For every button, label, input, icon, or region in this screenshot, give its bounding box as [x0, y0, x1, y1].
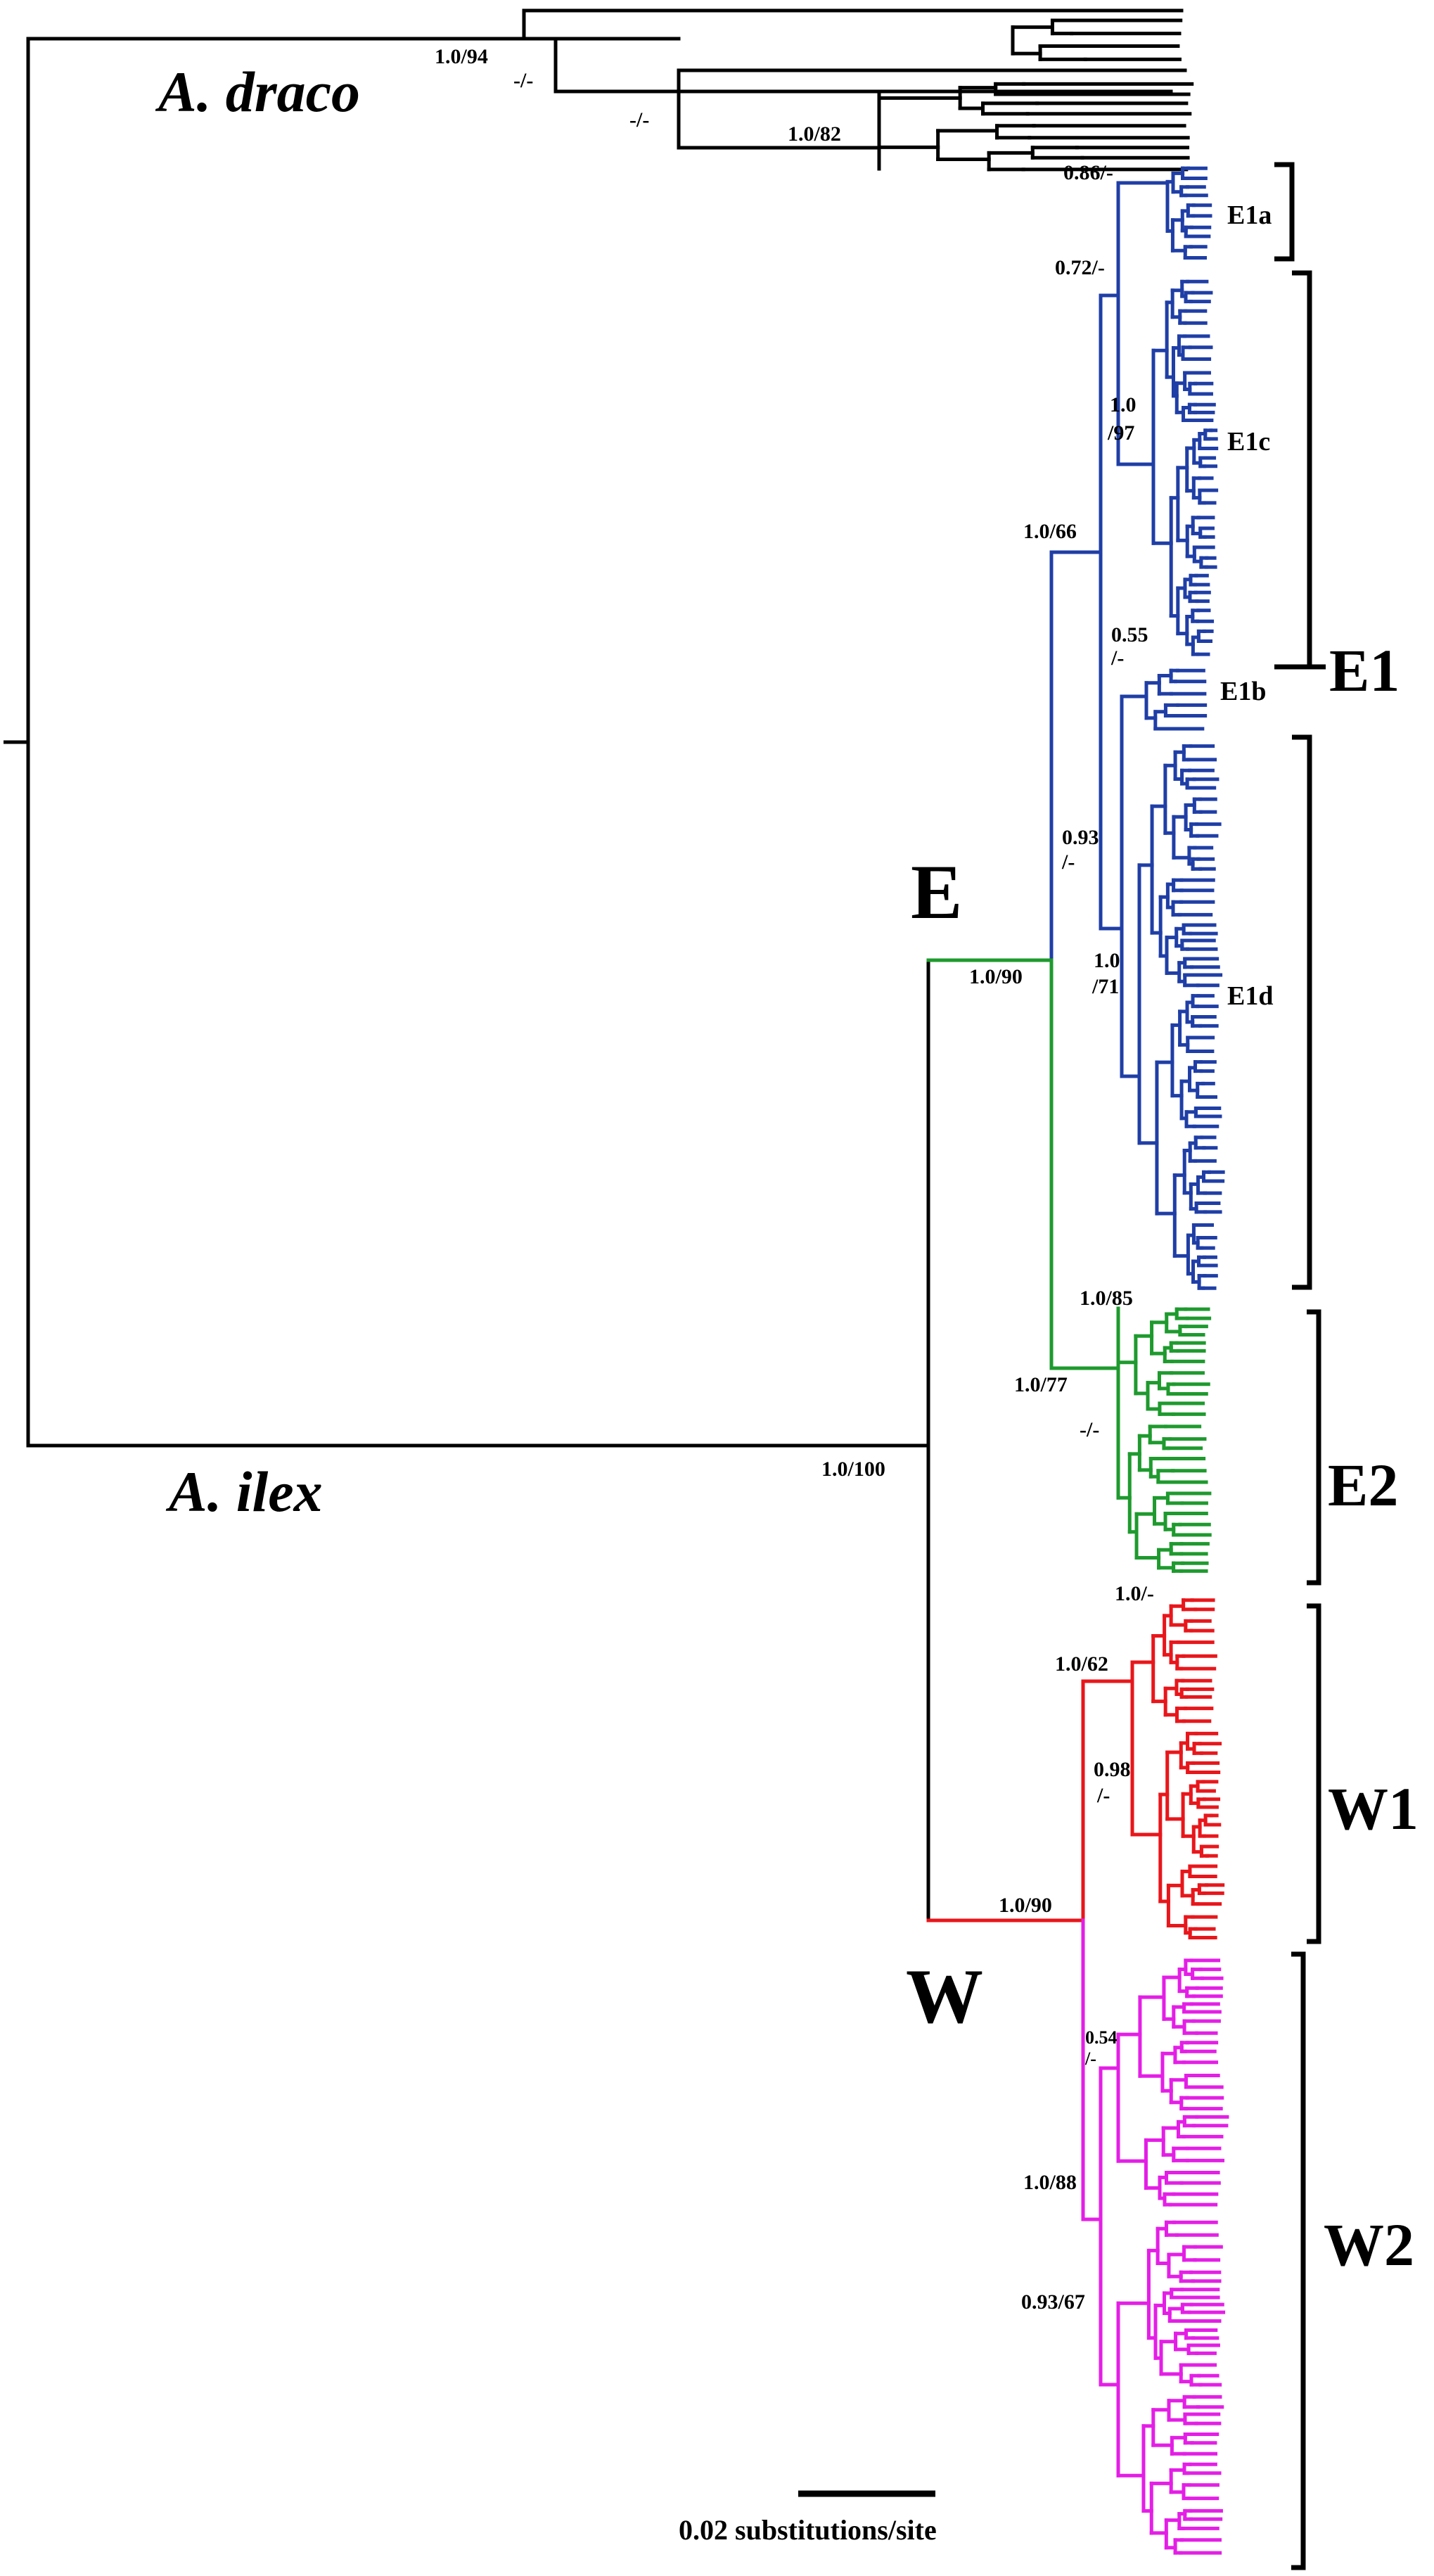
support-label: 1.0/66: [1023, 520, 1077, 543]
support-label: 1.0: [1094, 949, 1120, 972]
bracket-e2: [1307, 1309, 1321, 1586]
support-label: /-: [1110, 646, 1124, 670]
bracket-w2: [1291, 1951, 1306, 2570]
support-label: 0.54: [1085, 2027, 1118, 2048]
group-label-w2: W2: [1324, 2211, 1414, 2278]
support-label: 1.0/88: [1023, 2171, 1077, 2194]
subgroup-label-e1b: E1b: [1220, 677, 1266, 706]
support-label: 1.0/77: [1014, 1373, 1068, 1396]
support-label: 1.0/82: [788, 122, 841, 146]
support-label: 1.0/62: [1055, 1652, 1108, 1676]
support-label: 1.0/100: [821, 1458, 885, 1481]
subgroup-label-e1c: E1c: [1227, 427, 1270, 457]
support-label: 0.93/67: [1021, 2290, 1085, 2314]
support-label: 1.0/85: [1080, 1287, 1133, 1310]
support-label: 0.55: [1111, 623, 1148, 646]
support-label: /-: [1096, 1784, 1110, 1807]
support-label: 1.0/90: [999, 1894, 1052, 1917]
support-label: /-: [1061, 850, 1075, 874]
bracket-e1c: [1292, 270, 1312, 670]
support-label: 1.0/90: [969, 965, 1023, 988]
taxon-a-draco: A. draco: [155, 60, 360, 124]
group-label-w1: W1: [1328, 1775, 1419, 1842]
bracket-e1d: [1292, 734, 1312, 1290]
support-label: /-: [1084, 2048, 1096, 2069]
support-label: 0.72/-: [1055, 256, 1105, 279]
bracket-e1a: [1274, 162, 1295, 262]
support-label: 1.0: [1110, 393, 1137, 416]
group-label-e1: E1: [1329, 637, 1400, 704]
support-label: -/-: [1080, 1418, 1099, 1441]
support-label: -/-: [629, 108, 649, 132]
group-brackets: [1274, 162, 1326, 2570]
support-label: 1.0/94: [435, 45, 488, 68]
support-label: /71: [1091, 975, 1119, 998]
support-label: 1.0/-: [1115, 1582, 1154, 1605]
support-label: 0.86/-: [1063, 161, 1113, 184]
group-label-e2: E2: [1328, 1451, 1398, 1519]
subgroup-label-e1d: E1d: [1227, 981, 1273, 1011]
subgroup-label-e1a: E1a: [1227, 200, 1272, 230]
clade-label-w: W: [906, 1953, 983, 2039]
scale-bar-label: 0.02 substitutions/site: [679, 2514, 937, 2546]
taxon-a-ilex: A. ilex: [165, 1460, 323, 1524]
support-label: -/-: [513, 69, 533, 92]
support-label: 0.98: [1094, 1758, 1131, 1781]
bracket-w1: [1307, 1603, 1321, 1944]
clade-label-e: E: [911, 849, 962, 935]
tree-branches: [26, 8, 1229, 2555]
support-label: /97: [1107, 421, 1134, 445]
support-label: 0.93: [1062, 826, 1099, 849]
